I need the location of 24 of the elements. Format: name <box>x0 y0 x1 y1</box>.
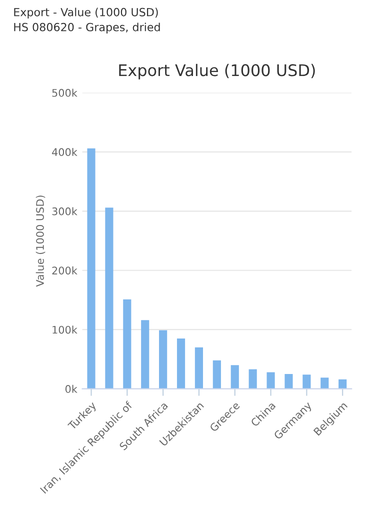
bar <box>123 299 132 389</box>
chart-title: Export Value (1000 USD) <box>119 64 315 80</box>
bar <box>176 338 186 389</box>
bar <box>105 208 114 389</box>
bar <box>87 148 96 389</box>
y-tick-label: 300k <box>52 207 78 216</box>
bar <box>284 374 293 389</box>
chart-subtitle: Export - Value (1000 USD) HS 080620 - Grapes, dried <box>14 8 160 34</box>
bar <box>338 379 347 389</box>
y-axis-title: Value (1000 USD) <box>36 196 46 287</box>
y-tick-label: 0k <box>65 384 78 393</box>
bar <box>141 320 150 389</box>
y-tick-label: 100k <box>52 326 78 334</box>
bar <box>248 369 257 389</box>
bar <box>159 330 168 389</box>
bar <box>266 372 275 389</box>
y-tick-label: 500k <box>52 88 78 97</box>
bar <box>302 374 311 389</box>
bar <box>320 378 329 389</box>
y-tick-label: 400k <box>52 148 78 156</box>
bar <box>194 347 204 389</box>
bar <box>212 360 221 389</box>
y-tick-label: 200k <box>52 266 78 274</box>
bar <box>230 365 239 389</box>
